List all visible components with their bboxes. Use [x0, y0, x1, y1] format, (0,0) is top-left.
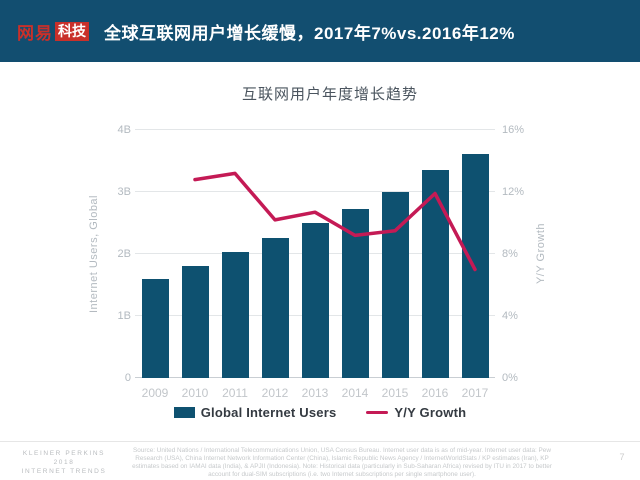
slide-headline: 全球互联网用户增长缓慢，2017年7%vs.2016年12% — [104, 23, 515, 43]
left-axis-ticks: 0 1B 2B 3B 4B — [103, 124, 131, 384]
x-label-2015: 2015 — [381, 386, 409, 400]
x-label-2009: 2009 — [141, 386, 169, 400]
bar-2009 — [141, 278, 169, 378]
bar-2016 — [421, 170, 449, 378]
right-tick-label: 4% — [502, 310, 518, 322]
x-label-2011: 2011 — [222, 386, 248, 400]
x-axis-labels: 2009 2010 2011 2012 2013 2014 2015 2016 2017 — [135, 386, 495, 400]
x-label-2013: 2013 — [301, 386, 329, 400]
source-note: Source: United Nations / International T… — [132, 447, 552, 478]
gridline — [135, 129, 495, 130]
right-axis-ticks: 0% 4% 8% 12% 16% — [502, 124, 544, 384]
bar-2012 — [261, 237, 289, 378]
legend-item-line: Y/Y Growth — [366, 405, 466, 420]
legend-swatch — [173, 407, 195, 418]
brand-line: INTERNET TRENDS — [21, 468, 107, 475]
header-bar: 网易 科技 全球互联网用户增长缓慢，2017年7%vs.2016年12% — [0, 0, 640, 62]
footer-divider — [0, 441, 640, 442]
legend-swatch — [366, 410, 389, 415]
left-axis-title: Internet Users, Global — [88, 195, 100, 313]
chart-title: 互联网用户年度增长趋势 — [241, 86, 418, 103]
x-label-2016: 2016 — [421, 386, 449, 400]
right-tick-label: 8% — [502, 248, 518, 260]
right-tick-label: 0% — [502, 372, 518, 384]
left-tick-label: 4B — [117, 124, 131, 136]
gridline — [135, 191, 495, 192]
x-label-2017: 2017 — [461, 386, 489, 400]
left-tick-label: 0 — [124, 372, 131, 384]
growth-line — [193, 171, 477, 272]
right-tick-label: 12% — [502, 186, 525, 198]
left-tick-label: 1B — [117, 310, 131, 322]
left-tick-label: 3B — [117, 186, 131, 198]
brand-line: 2018 — [53, 459, 75, 466]
legend-item-bars: Global Internet Users — [173, 405, 337, 420]
left-tick-label: 2B — [117, 248, 131, 260]
x-label-2014: 2014 — [341, 386, 369, 400]
netease-logo-text: 网易 — [17, 23, 53, 44]
kleiner-perkins-brand: KLEINER PERKINS 2018 INTERNET TRENDS — [6, 449, 122, 476]
brand-line: KLEINER PERKINS — [22, 450, 106, 457]
right-tick-label: 16% — [502, 124, 525, 136]
bar-2013 — [301, 223, 329, 378]
netease-tech-badge: 科技 — [55, 21, 89, 41]
bar-2011 — [221, 251, 249, 378]
plot-area — [135, 129, 495, 378]
netease-tech-logo: 网易 科技 — [17, 19, 89, 44]
chart-legend: Global Internet Users Y/Y Growth — [0, 405, 640, 420]
page-number: 7 — [619, 452, 625, 462]
legend-label: Y/Y Growth — [394, 405, 467, 420]
x-label-2010: 2010 — [181, 386, 209, 400]
x-label-2012: 2012 — [261, 386, 289, 400]
bar-2010 — [181, 266, 209, 378]
legend-label: Global Internet Users — [200, 405, 337, 420]
